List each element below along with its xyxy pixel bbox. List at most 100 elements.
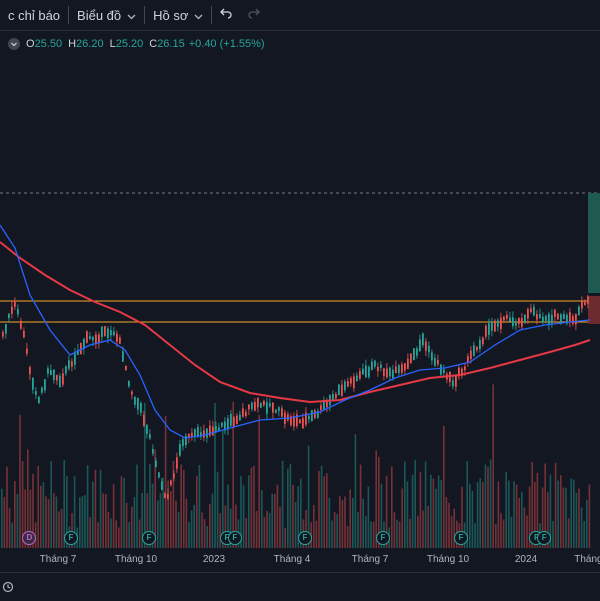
candle-body xyxy=(287,414,289,421)
redo-icon xyxy=(247,6,261,24)
volume-bar xyxy=(201,512,203,548)
volume-bar xyxy=(73,476,76,548)
financials-event-marker[interactable]: F xyxy=(376,531,390,545)
volume-bar xyxy=(471,490,474,548)
candle-body xyxy=(194,429,196,437)
candle-body xyxy=(302,418,304,429)
candle-body xyxy=(512,317,514,327)
volume-bar xyxy=(271,493,273,548)
candle-body xyxy=(308,416,310,420)
candle-body xyxy=(134,396,136,405)
volume-bar xyxy=(422,510,424,548)
candle-body xyxy=(566,314,568,324)
volume-bar xyxy=(60,509,63,548)
volume-bar xyxy=(136,464,138,548)
redo-button[interactable] xyxy=(240,0,268,30)
undo-button[interactable] xyxy=(212,0,240,30)
candle-body xyxy=(371,361,373,371)
candle-body xyxy=(332,393,334,401)
volume-bar xyxy=(409,518,411,548)
candle-body xyxy=(11,306,13,314)
candle-body xyxy=(125,365,127,371)
volume-bar xyxy=(398,521,401,548)
volume-bar xyxy=(170,491,172,548)
candle-body xyxy=(536,313,538,320)
indicators-button[interactable]: c chỉ báo xyxy=(0,0,68,30)
financials-event-marker[interactable]: F xyxy=(454,531,468,545)
volume-bar xyxy=(414,460,416,548)
candle-body xyxy=(314,410,316,418)
candle-body xyxy=(62,373,64,385)
candle-body xyxy=(422,333,424,346)
volume-bar xyxy=(440,479,442,548)
volume-bar xyxy=(320,465,323,548)
candle-body xyxy=(14,300,16,307)
ma-slow-line xyxy=(0,241,591,404)
candle-body xyxy=(515,321,517,326)
financials-event-marker[interactable]: F xyxy=(227,531,242,545)
candle-body xyxy=(494,320,496,332)
profile-menu-button[interactable]: Hồ sơ xyxy=(145,0,211,30)
collapse-legend-icon[interactable] xyxy=(8,38,20,50)
financials-event-marker[interactable]: F xyxy=(298,531,312,545)
volume-bar xyxy=(183,469,185,548)
financials-event-marker[interactable]: F xyxy=(64,531,78,545)
volume-bar xyxy=(14,480,16,548)
candle-body xyxy=(518,317,520,324)
candle-body xyxy=(17,308,19,315)
candle-body xyxy=(161,481,163,490)
candle-body xyxy=(455,375,457,387)
volume-bar xyxy=(144,402,146,548)
volume-bar xyxy=(115,520,117,548)
volume-bar xyxy=(396,519,398,548)
volume-bar xyxy=(557,480,559,548)
indicators-label: c chỉ báo xyxy=(8,7,61,23)
time-range-icon[interactable] xyxy=(2,579,14,598)
volume-bar xyxy=(492,384,494,548)
candle-body xyxy=(212,426,214,436)
candle-body xyxy=(59,375,61,388)
candle-body xyxy=(389,367,391,377)
candle-body xyxy=(500,317,502,329)
ohlc-legend: O 25.50 H 26.20 L 25.20 C 26.15 +0.40 (+1.55… xyxy=(8,38,265,50)
candle-body xyxy=(137,397,139,410)
time-axis[interactable]: Tháng 7 Tháng 10 2023 Tháng 4 Tháng 7 Tháng 1… xyxy=(0,550,600,572)
close-label: C xyxy=(149,38,158,50)
candle-body xyxy=(236,415,238,425)
financials-event-marker[interactable]: F xyxy=(142,531,156,545)
candle-body xyxy=(131,391,133,395)
volume-bar xyxy=(146,493,149,548)
volume-bar xyxy=(287,468,289,548)
volume-bar xyxy=(357,511,359,548)
price-range-box xyxy=(588,296,600,324)
volume-bar xyxy=(79,497,81,548)
candle-body xyxy=(245,411,247,417)
candle-body xyxy=(5,324,7,334)
time-axis-label: Tháng 7 xyxy=(39,554,77,565)
volume-bar xyxy=(268,512,271,548)
candle-body xyxy=(398,365,400,374)
volume-bar xyxy=(523,507,526,548)
chart-menu-button[interactable]: Biểu đồ xyxy=(69,0,144,30)
volume-bar xyxy=(99,469,102,548)
financials-event-marker[interactable]: F xyxy=(537,531,552,545)
volume-bar xyxy=(250,467,253,548)
candle-body xyxy=(551,314,553,324)
top-toolbar: c chỉ báo Biểu đồ Hồ sơ xyxy=(0,0,600,31)
candle-body xyxy=(452,380,454,387)
candle-body xyxy=(71,361,73,367)
candle-body xyxy=(224,421,226,431)
close-value: 26.15 xyxy=(157,38,185,50)
volume-bar xyxy=(133,497,136,548)
candle-body xyxy=(155,460,157,468)
dividend-event-marker[interactable]: D xyxy=(22,531,37,545)
bottom-toolbar xyxy=(0,572,600,601)
candle-body xyxy=(485,325,487,337)
time-axis-label: Tháng 10 xyxy=(426,554,470,565)
price-chart[interactable] xyxy=(0,31,600,550)
volume-bar xyxy=(526,515,528,548)
candle-body xyxy=(41,387,43,393)
volume-bar xyxy=(359,464,362,548)
volume-bar xyxy=(177,511,180,548)
candle-body xyxy=(374,360,376,367)
